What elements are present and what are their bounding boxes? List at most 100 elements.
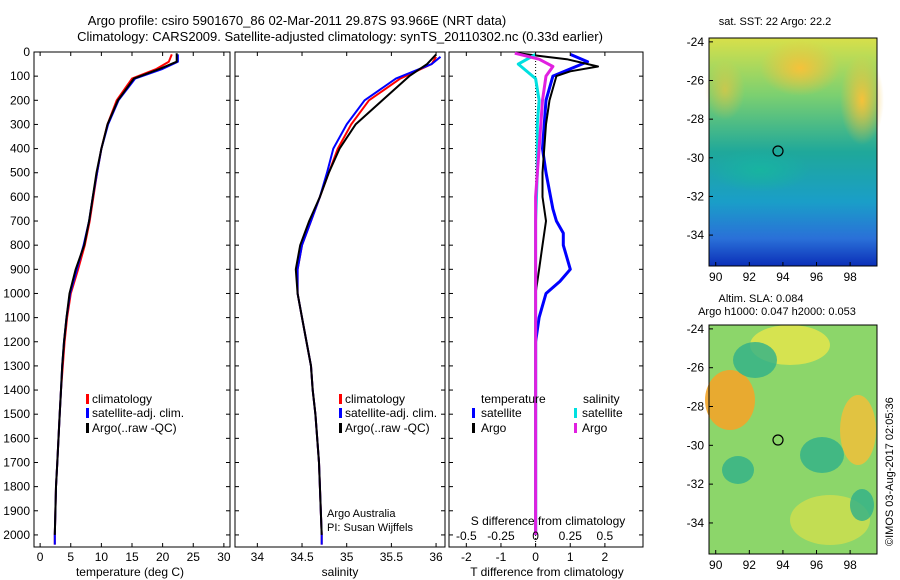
depth-tick-label: 400 [10, 142, 30, 156]
top-x-tick-label: 0 [532, 529, 539, 543]
depth-tick-label: 600 [10, 190, 30, 204]
difference-axes [448, 51, 644, 548]
depth-tick-label: 200 [10, 93, 30, 107]
top-x-tick-label: 0.5 [597, 529, 614, 543]
lon-tick-label: 94 [776, 558, 790, 572]
legend-label-s-satellite: satellite [582, 406, 623, 420]
lon-tick-label: 96 [810, 270, 824, 284]
legend-swatch-s-argo [574, 423, 577, 433]
argo-australia-label: Argo Australia [327, 508, 396, 520]
lon-tick-label: 96 [810, 558, 824, 572]
legend-label-satellite: satellite-adj. clim. [92, 406, 184, 420]
lon-tick-label: 90 [709, 270, 723, 284]
top-x-tick-label: 0.25 [559, 529, 583, 543]
sla-low-patch [850, 489, 874, 521]
depth-tick-label: 2000 [3, 528, 30, 542]
depth-tick-label: 1600 [3, 431, 30, 445]
lat-tick-label: -34 [687, 228, 705, 242]
lat-tick-label: -32 [687, 477, 705, 491]
legend-title-temperature: temperature [481, 392, 546, 406]
legend-swatch-t-satellite [472, 408, 475, 418]
difference-top-xlabel: S difference from climatology [471, 514, 626, 528]
argo-position-marker [772, 145, 784, 157]
sla-high-patch [790, 495, 870, 545]
x-tick-label: 5 [67, 550, 74, 564]
legend-swatch-climatology [339, 394, 342, 404]
x-tick-label: 34.5 [290, 550, 314, 564]
series-line-argo-raw-qc- [53, 53, 178, 535]
depth-tick-label: 1500 [3, 407, 30, 421]
legend-label-argo: Argo(..raw -QC) [345, 421, 430, 435]
legend-label-s-argo: Argo [582, 421, 608, 435]
x-tick-label: 0 [532, 550, 539, 564]
legend-label-satellite: satellite-adj. clim. [345, 406, 437, 420]
difference-legend: temperature salinity satellite Argo sate… [472, 392, 623, 435]
depth-tick-label: 300 [10, 117, 30, 131]
lat-tick-label: -24 [687, 322, 705, 336]
sla-map: Altim. SLA: 0.084 Argo h1000: 0.047 h200… [687, 293, 878, 572]
sst-map-frame [708, 37, 878, 267]
x-tick-label: 30 [217, 550, 231, 564]
x-tick-label: 35 [340, 550, 354, 564]
legend-swatch-satellite [86, 408, 89, 418]
lon-tick-label: 90 [709, 558, 723, 572]
depth-tick-label: 1900 [3, 504, 30, 518]
legend-swatch-argo [339, 423, 342, 433]
legend-swatch-argo [86, 423, 89, 433]
series-line-t-satellite [534, 53, 590, 535]
sla-high-patch [840, 395, 876, 465]
title-line-1: Argo profile: csiro 5901670_86 02-Mar-20… [88, 13, 506, 28]
lat-tick-label: -30 [687, 438, 705, 452]
title-line-2: Climatology: CARS2009. Satellite-adjuste… [77, 29, 603, 44]
sst-map: sat. SST: 22 Argo: 22.2 -24-26-28-30-32-… [687, 16, 884, 284]
legend-label-t-argo: Argo [481, 421, 507, 435]
sla-map-subtitle: Argo h1000: 0.047 h2000: 0.053 [698, 306, 856, 318]
x-tick-label: 20 [156, 550, 170, 564]
sla-low-patch [733, 342, 777, 378]
difference-xlabel: T difference from climatology [470, 565, 624, 579]
sst-warm-patch [705, 60, 745, 120]
depth-tick-label: 800 [10, 238, 30, 252]
depth-tick-label: 900 [10, 262, 30, 276]
sst-cool-patch [710, 148, 810, 192]
legend-swatch-s-satellite [574, 408, 577, 418]
legend-label-argo: Argo(..raw -QC) [92, 421, 177, 435]
legend-label-climatology: climatology [345, 392, 405, 406]
lat-tick-label: -28 [687, 112, 705, 126]
sst-warm-patch [840, 55, 884, 145]
depth-tick-label: 1100 [4, 311, 30, 325]
x-tick-label: 0 [37, 550, 44, 564]
series-line-s-argo [514, 51, 555, 535]
legend-swatch-t-argo [472, 423, 475, 433]
depth-tick-label: 1700 [3, 455, 30, 469]
series-line-t-argo [518, 52, 599, 535]
depth-tick-label: 0 [23, 45, 30, 59]
x-tick-label: -1 [496, 550, 507, 564]
x-tick-label: 2 [602, 550, 609, 564]
temperature-legend: climatology satellite-adj. clim. Argo(..… [86, 392, 184, 435]
temperature-xlabel: temperature (deg C) [76, 565, 184, 579]
temperature-axes [33, 51, 231, 548]
temperature-plot: 0 5 10 15 20 25 30 [37, 52, 231, 564]
depth-tick-label: 1800 [3, 480, 30, 494]
x-tick-label: -2 [461, 550, 472, 564]
legend-label-climatology: climatology [92, 392, 152, 406]
depth-tick-label: 500 [10, 166, 30, 180]
depth-tick-label: 1300 [3, 359, 30, 373]
sst-warm-patch [760, 40, 840, 96]
depth-tick-label: 100 [10, 69, 30, 83]
depth-tick-label: 1400 [3, 383, 30, 397]
argo-position-marker [772, 434, 784, 446]
lat-tick-label: -28 [687, 400, 705, 414]
lon-tick-label: 92 [743, 558, 757, 572]
x-tick-label: 10 [95, 550, 109, 564]
x-tick-label: 36 [429, 550, 443, 564]
lat-tick-label: -24 [687, 35, 705, 49]
sla-map-title: Altim. SLA: 0.084 [719, 293, 804, 305]
sst-map-axes: -24 -26 -28 -30 -32 -34 90 92 94 96 98 [687, 35, 857, 284]
salinity-plot: 34 34.5 35 35.5 36 [251, 52, 443, 564]
series-line-argo-raw-qc- [294, 53, 437, 535]
lat-tick-label: -34 [687, 516, 705, 530]
top-x-tick-label: -0.25 [487, 529, 515, 543]
